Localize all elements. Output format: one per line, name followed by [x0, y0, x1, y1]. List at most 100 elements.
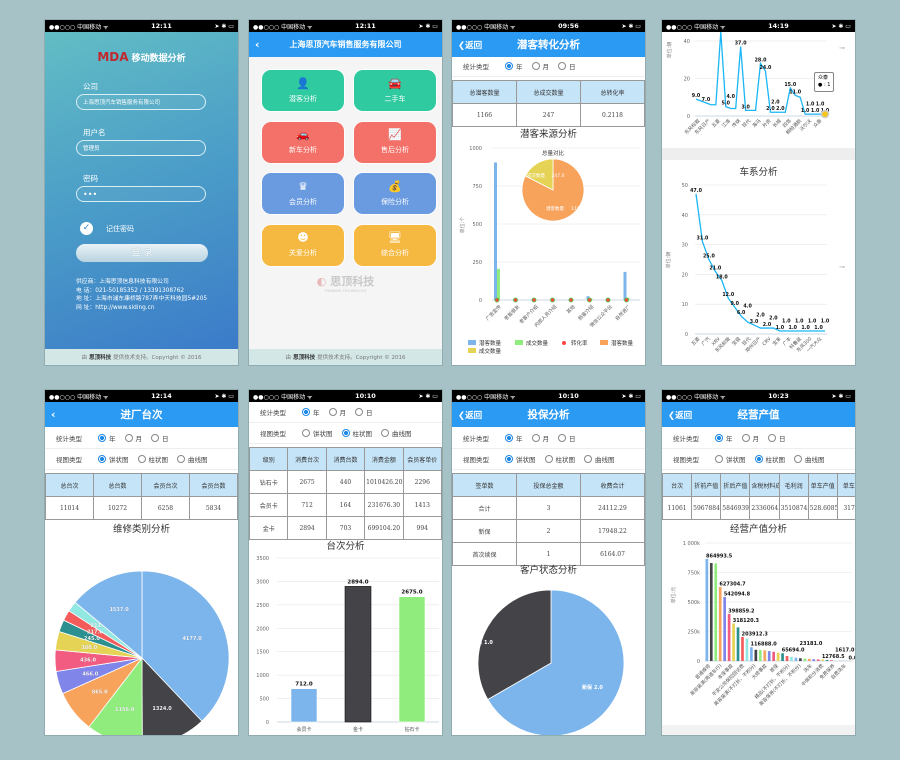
- chart-title: 维修类别分析: [112, 524, 170, 535]
- menu-tile[interactable]: 🚘 二手车: [354, 70, 436, 111]
- pie-slice: [477, 589, 552, 701]
- column-header: 会员台数: [189, 473, 238, 497]
- footer: 由思顶科技 提供技术支持。Copyright © 2016: [249, 349, 442, 365]
- status-bar: ●●○○○ 中国移动 ᯤ 10:10 ➤ ✱ ▭: [249, 390, 442, 402]
- bar-potential: [623, 271, 627, 300]
- back-button[interactable]: ‹: [51, 408, 56, 421]
- radio-option[interactable]: 月: [328, 407, 346, 417]
- info-website[interactable]: 网 址：http://www.siding.cn: [76, 304, 155, 311]
- bar: [790, 656, 793, 661]
- column-header: 投保总金额: [516, 473, 581, 497]
- radio-option[interactable]: 柱状图: [137, 454, 168, 464]
- pie-label-value: 1166.0: [571, 206, 587, 212]
- pie-data-label: 217.0: [87, 630, 103, 636]
- table-header-row: 台次折前产值折后产值含税材料成本毛利润单车产值单车利: [662, 473, 855, 497]
- remember-checkbox[interactable]: ✓: [80, 222, 93, 235]
- column-header: 折后产值: [720, 473, 751, 497]
- radio-circle-icon: [137, 455, 146, 463]
- table-header-row: 签单数 投保总金额 收费合计: [452, 473, 645, 497]
- menu-tile[interactable]: 🖥 综合分析: [354, 224, 436, 266]
- back-label: 返回: [465, 40, 483, 51]
- bar: [812, 659, 816, 661]
- radio-group-label: 统计类型: [463, 63, 489, 71]
- back-button[interactable]: ❮返回: [458, 410, 483, 421]
- clock: 12:11: [151, 22, 172, 30]
- watermark-logo: ◐ 思顶科技 THINKING TECHNOLOGY: [249, 273, 442, 293]
- radio-option[interactable]: 柱状图: [544, 454, 575, 464]
- radio-option[interactable]: 年: [505, 433, 523, 443]
- data-label: 1.0: [821, 318, 830, 324]
- visits-bar-chart: 0 500 1000 1500 2000 2500 3000 3500 712.0 会员卡 2894…: [256, 556, 439, 733]
- tooltip-title: 众泰: [818, 75, 829, 81]
- y-tick-label: 3500: [256, 556, 269, 562]
- radio-option[interactable]: 柱状图: [754, 454, 785, 464]
- y-tick-label: 1000: [469, 146, 482, 152]
- pie-label-name: 新保: [582, 684, 593, 691]
- menu-tile[interactable]: ♛ 会员分析: [262, 173, 344, 214]
- menu-tile[interactable]: 🚗 新车分析: [262, 121, 344, 163]
- brand-analysis-screen: ●●○○○ 中国移动 ᯤ 14:19 ➤ ✱ ▭ 车系分析 0 20 40 单位:辆 9.0…: [662, 20, 855, 365]
- radio-option[interactable]: 月: [531, 61, 549, 71]
- radio-option[interactable]: 饼状图: [302, 428, 333, 438]
- app-logo: MDA 移动数据分析: [45, 50, 238, 64]
- radio-option[interactable]: 年: [715, 433, 733, 443]
- data-label: 25.0: [703, 254, 715, 260]
- radio-option[interactable]: 年: [302, 407, 320, 417]
- table-cell: 1010426.20: [364, 470, 404, 494]
- radio-option[interactable]: 月: [531, 433, 549, 443]
- back-button[interactable]: ❮返回: [668, 410, 693, 421]
- data-label: 1.0: [776, 325, 785, 331]
- menu-tile[interactable]: 👤 潜客分析: [262, 70, 344, 111]
- radio-option[interactable]: 日: [355, 407, 373, 417]
- radio-option[interactable]: 饼状图: [505, 454, 536, 464]
- data-label: 2.0: [776, 106, 785, 112]
- menu-tile[interactable]: 💰 保险分析: [354, 173, 436, 214]
- x-tick-label: 现代: [741, 117, 753, 129]
- radio-option[interactable]: 月: [124, 433, 142, 443]
- bar: [794, 657, 798, 661]
- status-bar: ●●○○○ 中国移动 ᯤ 14:19 ➤ ✱ ▭: [662, 20, 855, 32]
- lead-conversion-screen: ●●○○○ 中国移动 ᯤ 09:56 ➤ ✱ ▭ ❮返回 潜客转化分析 统计类型 年 月 日…: [452, 20, 645, 365]
- watermark-sub: THINKING TECHNOLOGY: [324, 289, 367, 293]
- radio-option[interactable]: 日: [768, 433, 786, 443]
- radio-option[interactable]: 曲线图: [794, 454, 825, 464]
- back-button[interactable]: ❮返回: [458, 40, 483, 51]
- radio-option[interactable]: 曲线图: [177, 454, 208, 464]
- column-header: 签单数: [452, 473, 517, 497]
- table-cell: 2894: [287, 516, 327, 540]
- radio-option[interactable]: 月: [741, 433, 759, 443]
- tile-icon: ☻: [297, 231, 309, 244]
- radio-option[interactable]: 曲线图: [381, 428, 412, 438]
- summary-table: 总潜客数量 总成交数量 总转化率 1166 247 0.2118: [452, 80, 645, 127]
- insurance-table: 签单数 投保总金额 收费合计 合计 3 24112.29 新保 2 17948.22 首次续保 1 6…: [452, 473, 645, 566]
- radio-option[interactable]: 年: [98, 433, 116, 443]
- company-input[interactable]: 上海思顶汽车销售服务有限公司: [76, 94, 206, 110]
- radio-option[interactable]: 曲线图: [584, 454, 615, 464]
- login-button[interactable]: 登 录: [76, 244, 208, 262]
- carrier: ●●○○○ 中国移动 ᯤ: [666, 23, 726, 31]
- y-tick-label: 50: [682, 183, 688, 189]
- radio-option[interactable]: 日: [558, 433, 576, 443]
- back-button[interactable]: ‹: [255, 38, 260, 51]
- username-input[interactable]: 管理员: [76, 140, 206, 156]
- radio-label: 年: [109, 435, 116, 443]
- menu-tile[interactable]: ☻ 关爱分析: [262, 224, 344, 266]
- repair-pie-chart: 4177.0 1324.0 1156.0 865.0 466.0 436.0 380.0 24…: [54, 570, 230, 735]
- pie-data-label: 1324.0: [152, 706, 172, 712]
- password-input[interactable]: •••: [76, 186, 206, 202]
- table-cell: 2336064.5345: [749, 496, 780, 520]
- radio-circle-icon: [302, 408, 310, 416]
- y-tick-label: 20: [684, 76, 690, 82]
- radio-option[interactable]: 饼状图: [98, 454, 129, 464]
- radio-option[interactable]: 饼状图: [715, 454, 746, 464]
- radio-option[interactable]: 柱状图: [341, 428, 372, 438]
- table-cell: 17948.22: [580, 519, 645, 543]
- radio-option[interactable]: 日: [558, 61, 576, 71]
- column-header: 毛利润: [778, 473, 809, 497]
- radio-option[interactable]: 年: [505, 61, 523, 71]
- data-table: 签单数 投保总金额 收费合计 合计 3 24112.29 新保 2 17948.22 首次续保 1 6…: [452, 473, 645, 566]
- radio-circle-icon: [715, 455, 723, 463]
- member-table: 级别 消费台次 消费台数 消费金额 会员客单价 钻石卡 2675 440 1010426.20 2…: [249, 447, 442, 540]
- menu-tile[interactable]: 📈 售后分析: [354, 121, 436, 163]
- radio-option[interactable]: 日: [151, 433, 169, 443]
